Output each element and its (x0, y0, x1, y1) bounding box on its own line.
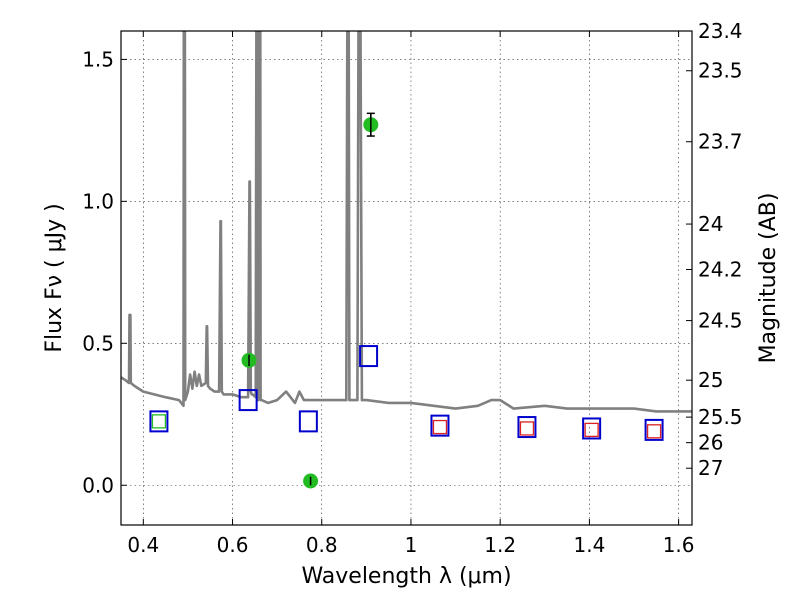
model-flux-square (517, 416, 537, 439)
x-axis-label: Wavelength λ (μm) (301, 564, 511, 589)
right-tick-label: 25 (698, 368, 723, 392)
y-tick-label: 1.5 (82, 47, 114, 71)
right-tick-label: 27 (698, 456, 723, 480)
x-tick-label: 0.4 (127, 533, 159, 557)
model-flux-square (359, 345, 379, 368)
model-flux-square (298, 410, 318, 433)
model-flux-square-inner (519, 421, 535, 436)
right-tick-label: 26 (698, 431, 723, 455)
x-tick-label: 1.6 (663, 533, 695, 557)
y-tick-label: 1.0 (82, 189, 114, 213)
axis-ticks: 0.4 0.6 0.8 1 1.2 1.4 1.6 0.0 0.5 1.0 1.5 23.4 23.5 2… (82, 19, 742, 557)
right-tick-label: 25.5 (698, 405, 743, 429)
model-flux-square-inner (584, 422, 599, 438)
model-flux-square (430, 414, 450, 437)
right-tick-label: 23.4 (698, 19, 743, 43)
right-tick-label: 24.2 (698, 257, 743, 281)
y-tick-label: 0.0 (82, 473, 114, 497)
model-flux-square (238, 389, 258, 412)
model-flux-square-inner (646, 424, 662, 439)
model-flux-square-inner (432, 419, 448, 435)
right-tick-label: 23.7 (698, 130, 743, 154)
y-axis-label: Flux Fν ( μJy ) (42, 203, 67, 352)
model-flux-square (149, 410, 169, 433)
model-flux-square (644, 418, 664, 441)
x-tick-label: 1.4 (573, 533, 605, 557)
grid-lines (121, 31, 692, 525)
right-axis-label: Magnitude (AB) (756, 193, 781, 364)
right-tick-label: 24.5 (698, 309, 743, 333)
right-tick-label: 23.5 (698, 59, 743, 83)
plot-frame (120, 30, 693, 526)
x-tick-label: 0.8 (306, 533, 338, 557)
right-tick-label: 24 (698, 212, 723, 236)
photometry-points (149, 112, 664, 489)
y-tick-label: 0.5 (82, 331, 114, 355)
model-flux-square-inner (151, 414, 167, 429)
model-flux-square (582, 417, 602, 440)
template-spectrum-line (121, 31, 692, 413)
x-tick-label: 1 (405, 533, 418, 557)
template-spectrum (121, 31, 692, 413)
x-tick-label: 0.6 (217, 533, 249, 557)
x-tick-label: 1.2 (484, 533, 516, 557)
